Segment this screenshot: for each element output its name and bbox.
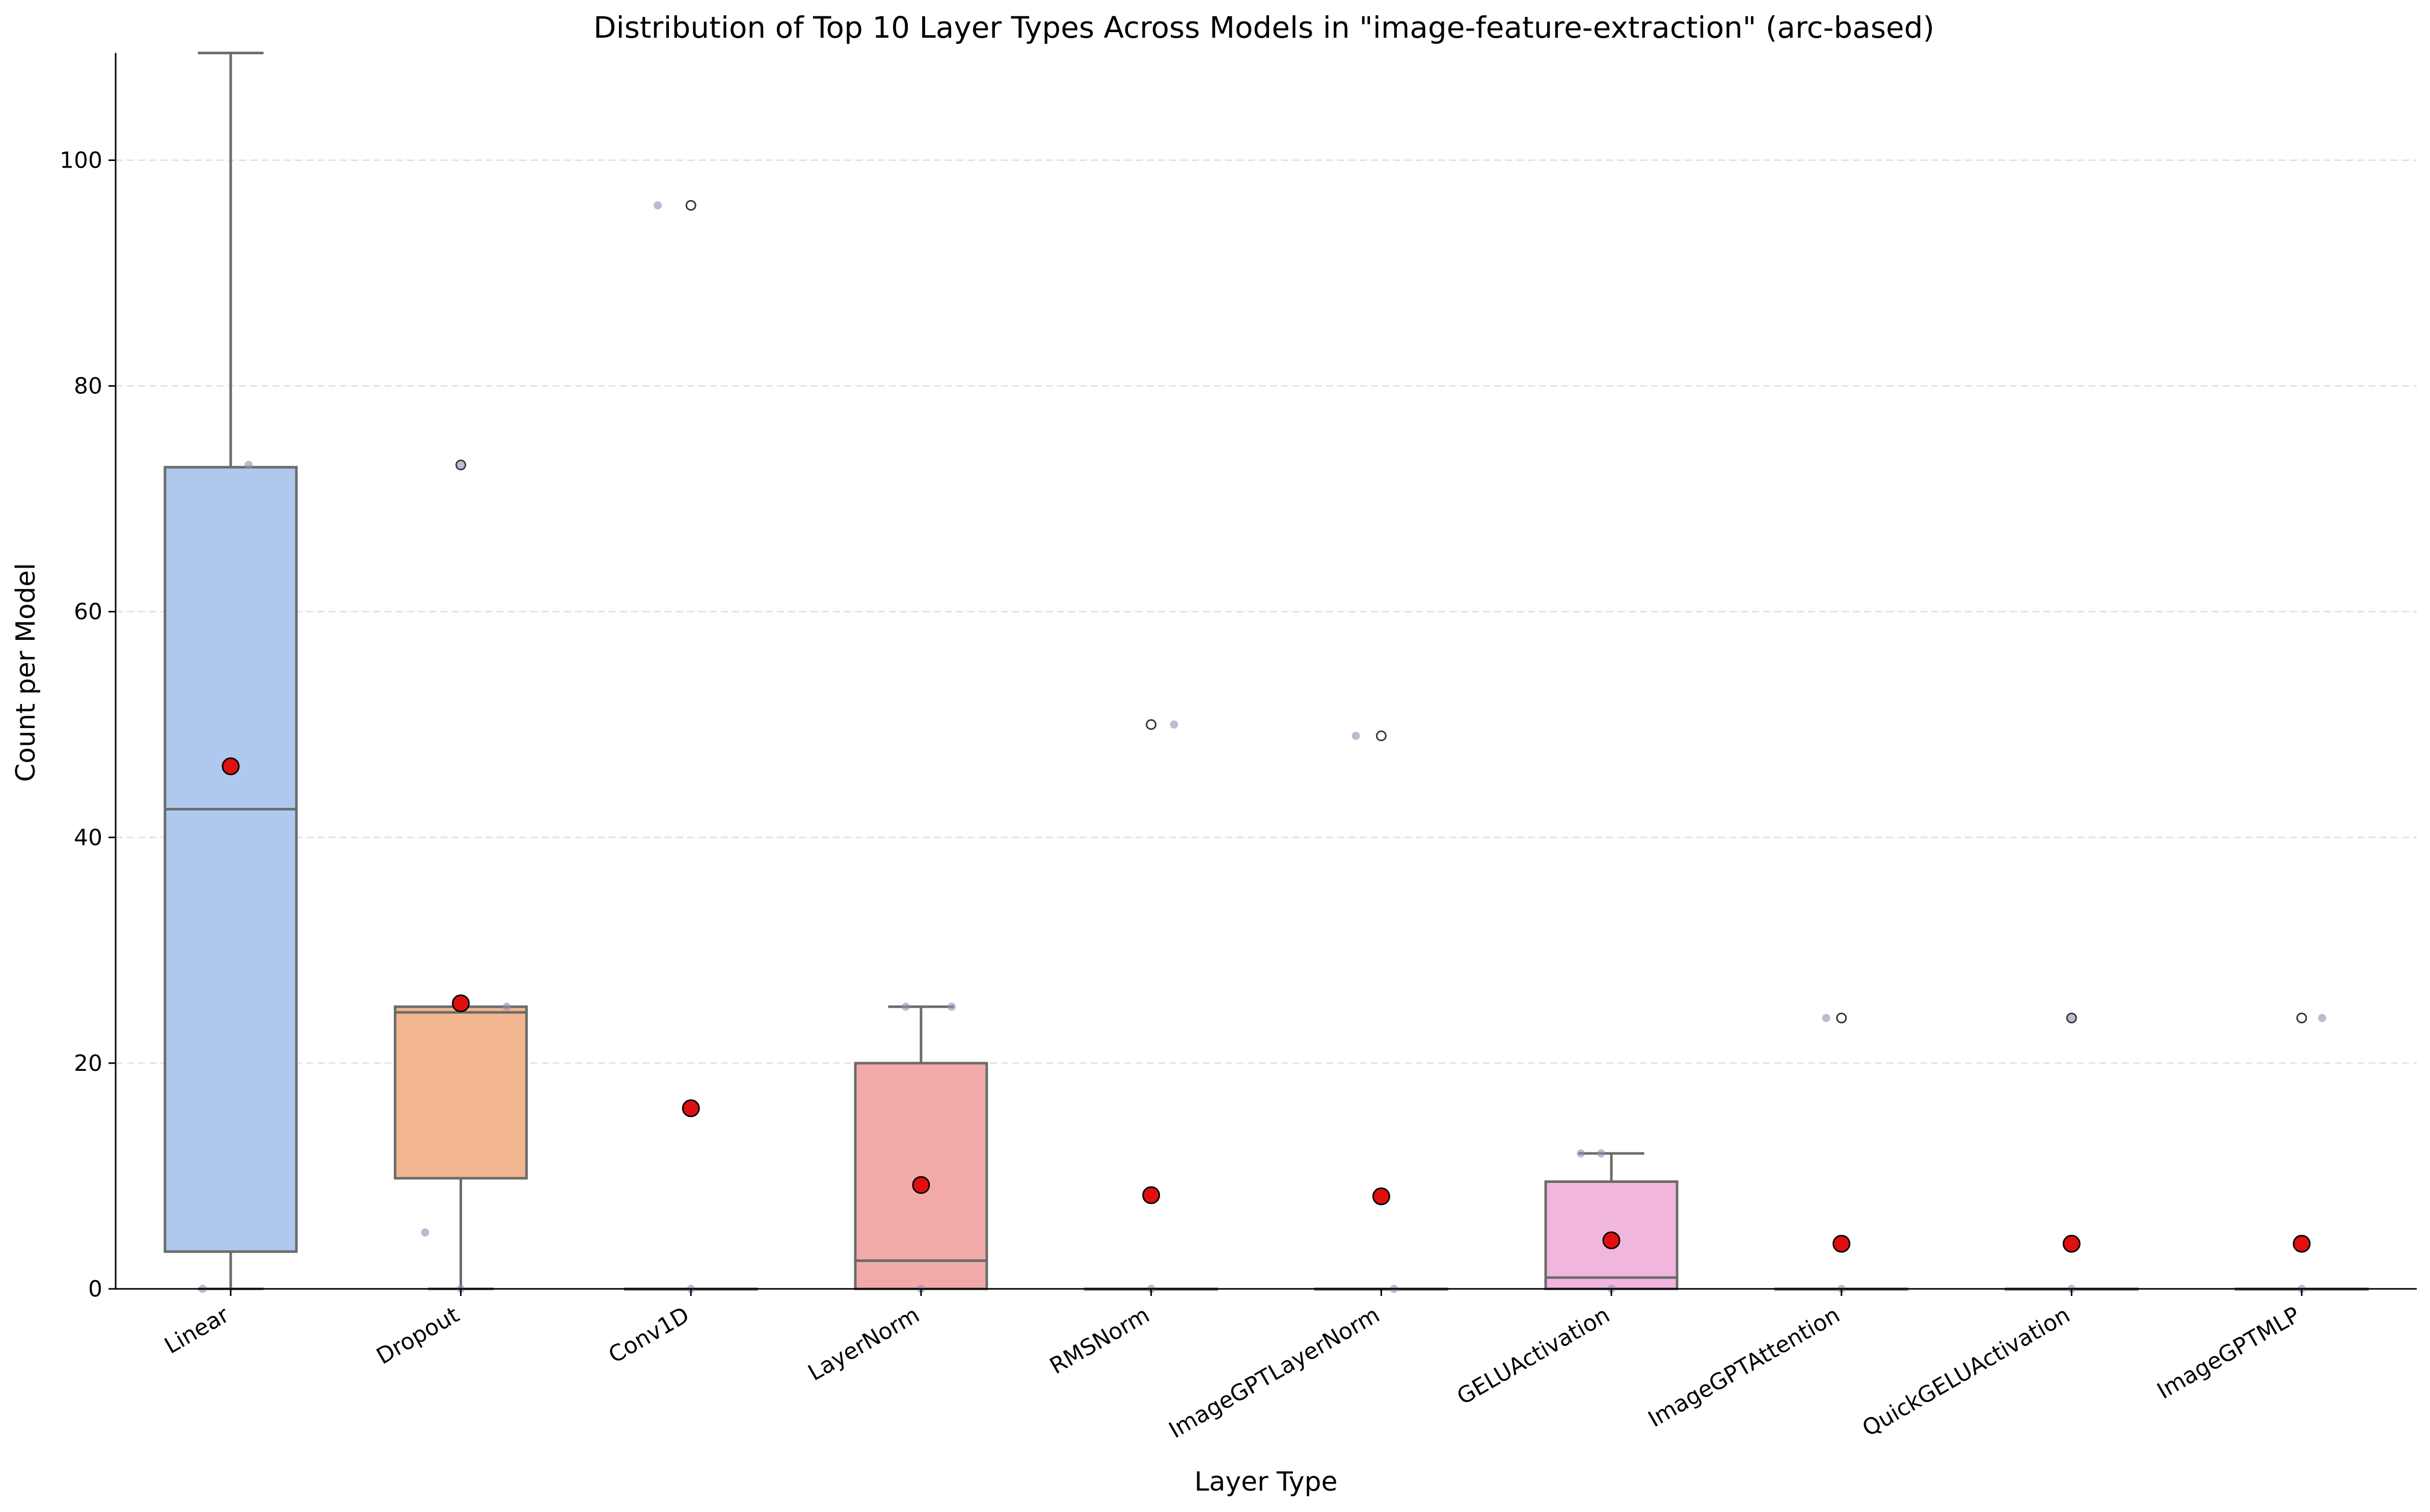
y-tick-label: 100 — [60, 147, 102, 173]
data-point — [654, 201, 662, 210]
box-ImageGPTLayerNorm — [1314, 730, 1448, 1291]
outlier-marker — [685, 200, 696, 211]
outlier-marker — [455, 460, 467, 471]
mean-marker — [2292, 1234, 2311, 1253]
data-point — [1170, 720, 1178, 729]
x-tick-label: Linear — [160, 1302, 234, 1359]
data-point — [2318, 1014, 2327, 1022]
mean-marker — [222, 757, 240, 775]
data-point — [1577, 1149, 1585, 1158]
box-iqr — [164, 466, 298, 1253]
mean-marker — [452, 994, 470, 1012]
outlier-marker — [1836, 1012, 1847, 1023]
mean-marker — [1142, 1186, 1160, 1204]
gridlines — [116, 159, 2417, 1064]
data-point — [1597, 1149, 1606, 1158]
x-tick-label: RMSNorm — [1045, 1302, 1154, 1379]
data-point — [502, 1003, 511, 1011]
data-point — [421, 1228, 429, 1237]
box-Conv1D — [624, 200, 758, 1291]
point-series — [198, 201, 2327, 1293]
data-point — [1822, 1014, 1830, 1022]
x-tick-label: QuickGELUActivation — [1858, 1302, 2074, 1442]
box-LayerNorm — [854, 1005, 988, 1290]
box-iqr — [394, 1005, 528, 1180]
y-tick-label: 0 — [88, 1276, 102, 1302]
x-axis-label: Layer Type — [1195, 1467, 1338, 1497]
data-point — [901, 1003, 910, 1011]
x-tick-label: ImageGPTAttention — [1644, 1302, 1845, 1433]
x-tick-label: Dropout — [372, 1302, 464, 1369]
data-point — [947, 1003, 956, 1011]
x-tick-label: ImageGPTMLP — [2153, 1302, 2305, 1404]
x-tick-label: ImageGPTLayerNorm — [1165, 1302, 1384, 1443]
mean-marker — [912, 1176, 930, 1194]
data-point — [1352, 732, 1360, 740]
mean-marker — [1372, 1187, 1390, 1205]
data-point — [2067, 1014, 2076, 1022]
x-tick-label: LayerNorm — [804, 1302, 924, 1386]
x-axis-ticks: Linear Dropout Conv1D LayerNorm RMSNorm Image… — [160, 1289, 2305, 1444]
mean-marker — [682, 1099, 700, 1118]
x-tick-label: Conv1D — [604, 1302, 694, 1368]
box-Dropout — [394, 460, 528, 1290]
outlier-marker — [1146, 719, 1157, 730]
x-tick-label: GELUActivation — [1452, 1302, 1614, 1410]
y-tick-label: 40 — [74, 825, 102, 851]
y-tick-label: 20 — [74, 1050, 102, 1076]
box-series — [164, 51, 2369, 1291]
outlier-marker — [2296, 1012, 2307, 1023]
outlier-marker — [2066, 1012, 2077, 1023]
y-tick-label: 80 — [74, 373, 102, 399]
box-Linear — [164, 51, 298, 1290]
y-axis-ticks: 0 20 40 60 80 100 — [60, 147, 116, 1302]
mean-marker — [2062, 1234, 2081, 1253]
y-axis-label: Count per Model — [11, 563, 41, 782]
mean-marker — [1602, 1231, 1621, 1250]
data-point — [244, 461, 253, 469]
outlier-marker — [1375, 730, 1387, 741]
data-point — [456, 461, 465, 469]
mean-marker — [1832, 1234, 1851, 1253]
box-iqr — [854, 1062, 988, 1290]
y-tick-label: 60 — [74, 599, 102, 625]
chart-title: Distribution of Top 10 Layer Types Acros… — [593, 10, 1934, 45]
box-GELUActivation — [1544, 1152, 1679, 1290]
